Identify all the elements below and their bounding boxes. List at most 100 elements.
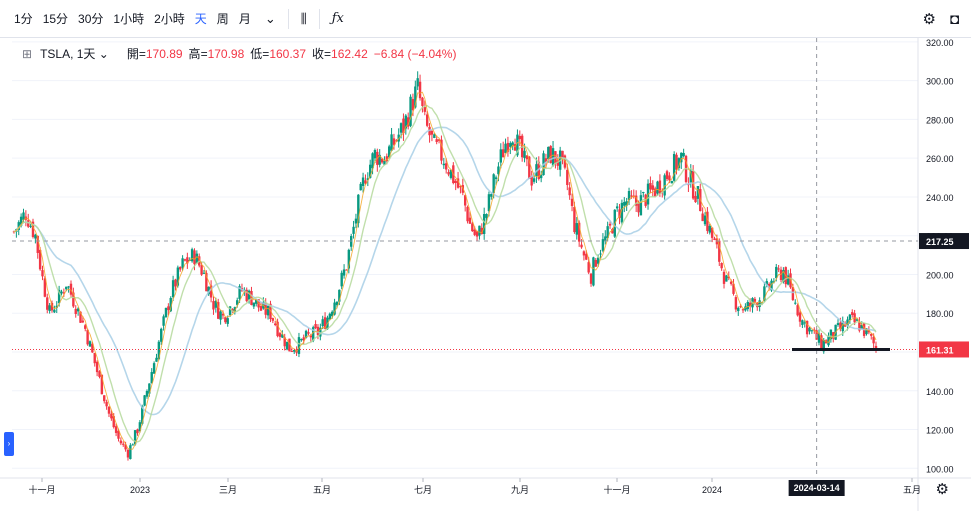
candle-body: [720, 263, 723, 269]
candle-body: [195, 253, 199, 264]
fx-icon[interactable]: ƒx: [331, 10, 344, 26]
candle-body: [430, 130, 434, 135]
candle-body: [357, 194, 360, 224]
candle-body: [200, 265, 203, 275]
candle-body: [255, 299, 258, 304]
timeframe-2h[interactable]: 2小時: [154, 11, 185, 26]
candle-body: [748, 302, 752, 307]
candle-body: [839, 322, 842, 329]
candle-body: [179, 266, 182, 270]
candle-body: [164, 307, 168, 317]
candle-body: [820, 335, 823, 350]
candle-body: [88, 341, 92, 347]
toolbar-divider: [318, 8, 320, 29]
candle-body: [808, 327, 811, 332]
candle-body: [791, 287, 795, 300]
candle-body: [855, 319, 859, 321]
candle-body: [285, 341, 289, 350]
camera-icon[interactable]: ◘: [949, 10, 959, 28]
candle-body: [630, 195, 633, 197]
candle-body: [511, 142, 514, 147]
candle-body: [509, 143, 512, 147]
close-value: 162.42: [331, 46, 368, 61]
toolbar: 1分 15分 30分 1小時 2小時 天 周 月 ⌄ ⫼ ƒx ⚙ ◘: [0, 0, 971, 38]
candle-body: [549, 145, 552, 164]
candle-body: [677, 158, 681, 169]
ma-fast-line: [13, 91, 877, 450]
candle-body: [60, 291, 63, 294]
candle-body: [487, 194, 491, 212]
grid-icon[interactable]: ⊞: [22, 46, 33, 61]
candle-body: [345, 269, 348, 271]
candle-body: [126, 449, 130, 458]
candle-body: [361, 177, 365, 186]
chart-settings-icon[interactable]: ⚙: [935, 481, 949, 498]
low-value: 160.37: [269, 46, 307, 61]
chevron-down-icon[interactable]: ⌄: [264, 10, 276, 26]
candle-body: [107, 406, 111, 414]
candle-body: [490, 194, 493, 197]
candle-body: [366, 178, 370, 181]
candle-body: [606, 226, 609, 238]
symbol-label: TSLA, 1天: [40, 47, 96, 61]
candle-body: [214, 300, 218, 308]
timeframe-15m[interactable]: 15分: [42, 11, 69, 26]
candle-body: [423, 107, 427, 112]
y-tick-label: 300.00: [926, 77, 954, 87]
candle-body: [642, 192, 645, 194]
candle-body: [832, 332, 835, 339]
candle-body: [364, 180, 367, 184]
x-tick-label: 七月: [414, 485, 432, 495]
candle-body: [532, 178, 536, 182]
candles-icon[interactable]: ⫼: [300, 10, 307, 26]
x-tick-label: 五月: [313, 485, 331, 495]
symbol-selector[interactable]: TSLA, 1天 ⌄: [40, 47, 109, 61]
toolbar-right: ⚙ ◘: [922, 0, 959, 38]
candle-body: [157, 341, 161, 360]
candle-body: [725, 275, 728, 282]
candle-body: [782, 270, 785, 282]
candle-body: [535, 164, 538, 176]
candle-body: [160, 328, 163, 342]
candle-body: [858, 321, 861, 331]
candle-body: [656, 181, 659, 194]
candle-body: [193, 250, 196, 265]
candle-body: [468, 217, 472, 224]
candle-body: [618, 209, 621, 218]
price-chart[interactable]: 320.00300.00280.00260.00240.00220.00200.…: [0, 38, 971, 511]
candle-body: [55, 305, 58, 308]
candle-body: [758, 300, 761, 308]
candle-body: [582, 251, 586, 256]
y-tick-label: 200.00: [926, 270, 954, 280]
candle-body: [236, 300, 239, 305]
timeframe-1h[interactable]: 1小時: [113, 11, 145, 26]
x-tick-label: 五月: [903, 485, 921, 495]
candle-body: [620, 202, 624, 223]
timeframe-1m[interactable]: 1分: [14, 11, 33, 26]
candle-body: [247, 290, 251, 300]
open-value: 170.89: [145, 46, 183, 61]
timeframe-1d[interactable]: 天: [194, 11, 207, 26]
candle-body: [331, 311, 334, 317]
candle-body: [865, 328, 868, 335]
candle-body: [827, 336, 830, 346]
y-tick-label: 140.00: [926, 387, 954, 397]
candle-body: [625, 201, 628, 206]
candle-body: [680, 152, 683, 163]
timeframe-1w[interactable]: 周: [216, 11, 229, 26]
candle-body: [449, 169, 453, 178]
candle-body: [129, 445, 132, 459]
candle-body: [870, 333, 873, 336]
candle-body: [269, 303, 272, 319]
gear-icon[interactable]: ⚙: [922, 11, 936, 28]
timeframe-30m[interactable]: 30分: [78, 11, 104, 26]
candle-body: [112, 416, 115, 428]
candle-body: [746, 302, 749, 310]
candle-body: [402, 118, 405, 134]
candle-body: [79, 311, 82, 323]
timeframe-1mo[interactable]: 月: [238, 11, 251, 26]
candle-body: [133, 430, 137, 445]
candle-body: [38, 249, 42, 270]
side-panel-toggle[interactable]: ›: [4, 432, 14, 456]
candle-body: [516, 134, 519, 156]
